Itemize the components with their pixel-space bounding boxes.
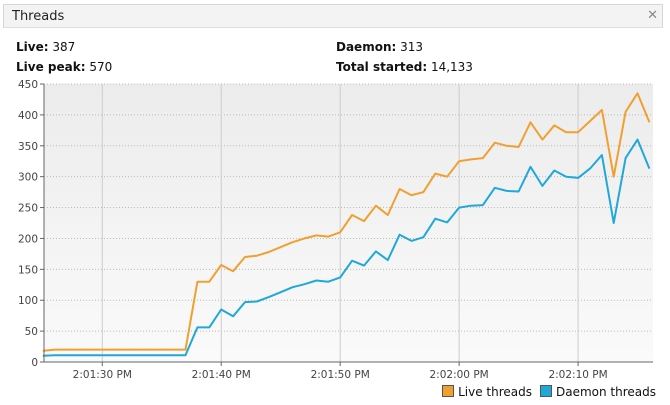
live-stat: Live: 387 bbox=[16, 40, 75, 54]
panel-header: Threads ✕ bbox=[3, 4, 663, 28]
live-swatch bbox=[442, 385, 455, 397]
y-tick-label: 50 bbox=[25, 326, 38, 338]
y-tick-label: 100 bbox=[18, 295, 38, 307]
live-value: 387 bbox=[52, 40, 76, 54]
y-tick-label: 200 bbox=[18, 233, 38, 245]
total-started-stat: Total started: 14,133 bbox=[336, 60, 473, 74]
y-tick-label: 300 bbox=[18, 172, 38, 184]
y-tick-label: 250 bbox=[18, 203, 38, 215]
x-tick-label: 2:01:30 PM bbox=[73, 369, 132, 381]
daemon-threads-line bbox=[42, 138, 651, 357]
y-tick-label: 350 bbox=[18, 141, 38, 153]
y-tick-label: 0 bbox=[31, 357, 38, 369]
daemon-label: Daemon: bbox=[336, 40, 397, 54]
total-started-label: Total started: bbox=[336, 60, 428, 74]
close-icon[interactable]: ✕ bbox=[647, 8, 658, 23]
plot-area bbox=[44, 84, 653, 362]
live-threads-line bbox=[42, 92, 651, 352]
legend-live-label: Live threads bbox=[458, 385, 532, 399]
live-peak-value: 570 bbox=[89, 60, 113, 74]
y-tick-label: 150 bbox=[18, 264, 38, 276]
chart-legend: Live threads Daemon threads bbox=[442, 385, 656, 399]
legend-item-live: Live threads bbox=[442, 385, 532, 399]
panel-title: Threads bbox=[12, 9, 65, 24]
y-tick-label: 400 bbox=[18, 110, 38, 122]
y-tick-label: 450 bbox=[18, 79, 38, 91]
x-tick-label: 2:01:40 PM bbox=[192, 369, 251, 381]
daemon-value: 313 bbox=[400, 40, 424, 54]
legend-daemon-label: Daemon threads bbox=[555, 385, 656, 399]
daemon-swatch bbox=[539, 385, 552, 397]
live-peak-label: Live peak: bbox=[16, 60, 86, 74]
x-tick-label: 2:01:50 PM bbox=[311, 369, 370, 381]
total-started-value: 14,133 bbox=[430, 60, 473, 74]
x-tick-label: 2:02:00 PM bbox=[430, 369, 489, 381]
live-peak-stat: Live peak: 570 bbox=[16, 60, 112, 74]
x-tick-label: 2:02:10 PM bbox=[548, 369, 607, 381]
daemon-stat: Daemon: 313 bbox=[336, 40, 423, 54]
legend-item-daemon: Daemon threads bbox=[539, 385, 656, 399]
live-label: Live: bbox=[16, 40, 49, 54]
